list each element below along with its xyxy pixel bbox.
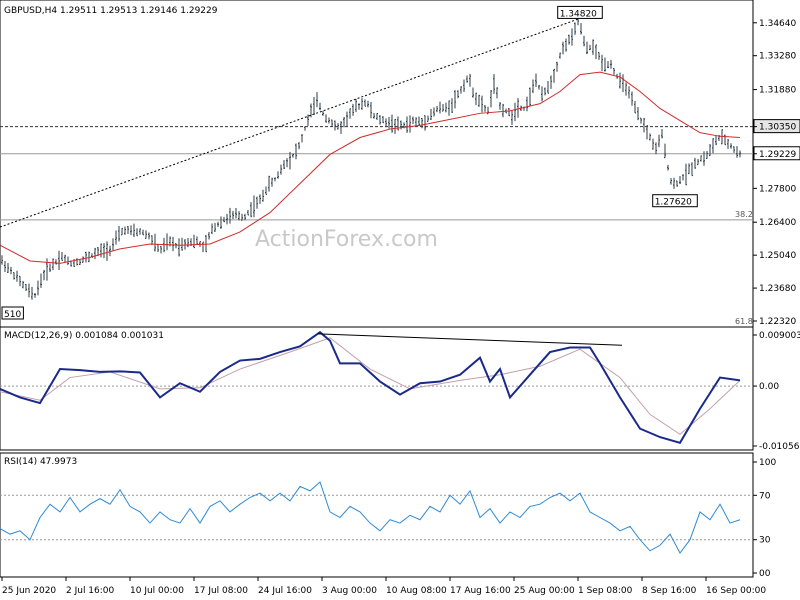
macd-y-tick-label: 0.00 [759, 382, 779, 392]
rsi-title: RSI(14) 47.9973 [4, 457, 77, 467]
x-tick-label: 17 Aug 16:00 [450, 586, 511, 596]
rsi-line [0, 481, 741, 554]
moving-average-line [0, 71, 741, 264]
x-tick-label: 24 Jul 16:00 [258, 586, 312, 596]
macd-title: MACD(12,26,9) 0.001084 0.001031 [4, 331, 164, 341]
y-tick-label: 1.27800 [759, 184, 796, 194]
watermark: ActionForex.com [255, 227, 438, 252]
macd-y-tick-label: 0.009003 [759, 331, 800, 341]
fib-label: 61.8 [735, 317, 753, 326]
x-tick-label: 10 Aug 08:00 [386, 586, 447, 596]
annotation-label: 1.27620 [655, 198, 692, 208]
macd-line [0, 330, 741, 444]
fib-label: 38.2 [735, 210, 753, 219]
annotation-label: 1.34820 [560, 9, 597, 19]
price-layer: 38.2 61.8 1.34820 1.27620 510 [0, 5, 753, 326]
rsi-y-tick-label: 30 [759, 536, 771, 546]
annotation-label: 510 [4, 310, 21, 320]
annotation-box [557, 5, 603, 19]
x-tick-label: 8 Sep 16:00 [642, 586, 697, 596]
x-tick-label: 3 Aug 00:00 [322, 586, 377, 596]
annotation-box [652, 194, 698, 208]
x-tick-label: 25 Aug 00:00 [514, 586, 575, 596]
x-tick-label: 16 Sep 00:00 [706, 586, 766, 596]
macd-panel [0, 326, 754, 451]
x-tick-label: 10 Jul 00:00 [130, 586, 184, 596]
macd-layer [0, 330, 753, 444]
y-tick-label: 1.29229 [759, 150, 796, 160]
y-tick-label: 1.33280 [759, 52, 796, 62]
y-tick-label: 1.25040 [759, 251, 796, 261]
rsi-layer [0, 481, 753, 554]
axis-layer: 1.34640 1.33280 1.31880 1.30350 1.29229 1.278… [1, 19, 800, 596]
y-tick-label: 1.26400 [759, 218, 796, 228]
x-tick-label: 1 Sep 08:00 [578, 586, 633, 596]
y-tick-label: 1.34640 [759, 19, 796, 29]
chart-header: GBPUSD,H4 1.29511 1.29513 1.29146 1.2922… [4, 6, 218, 16]
rsi-y-tick-label: 00 [759, 569, 771, 579]
rsi-y-tick-label: 70 [759, 491, 771, 501]
rsi-y-tick-label: 100 [759, 458, 776, 468]
y-tick-label: 1.22320 [759, 317, 796, 327]
price-panel [0, 0, 754, 328]
x-tick-label: 17 Jul 08:00 [194, 586, 248, 596]
x-tick-label: 2 Jul 16:00 [66, 586, 115, 596]
rsi-panel [0, 452, 754, 578]
price-trendline [0, 17, 581, 228]
annotation-box [1, 306, 24, 320]
macd-y-tick-label: -0.010566 [759, 442, 800, 452]
x-tick-label: 25 Jun 2020 [2, 586, 56, 596]
macd-trendline [317, 333, 623, 346]
y-tick-label: 1.31880 [759, 86, 796, 96]
y-tick-label: 1.23680 [759, 284, 796, 294]
y-tick-label: 1.30350 [759, 123, 796, 133]
macd-signal-line [0, 337, 741, 435]
